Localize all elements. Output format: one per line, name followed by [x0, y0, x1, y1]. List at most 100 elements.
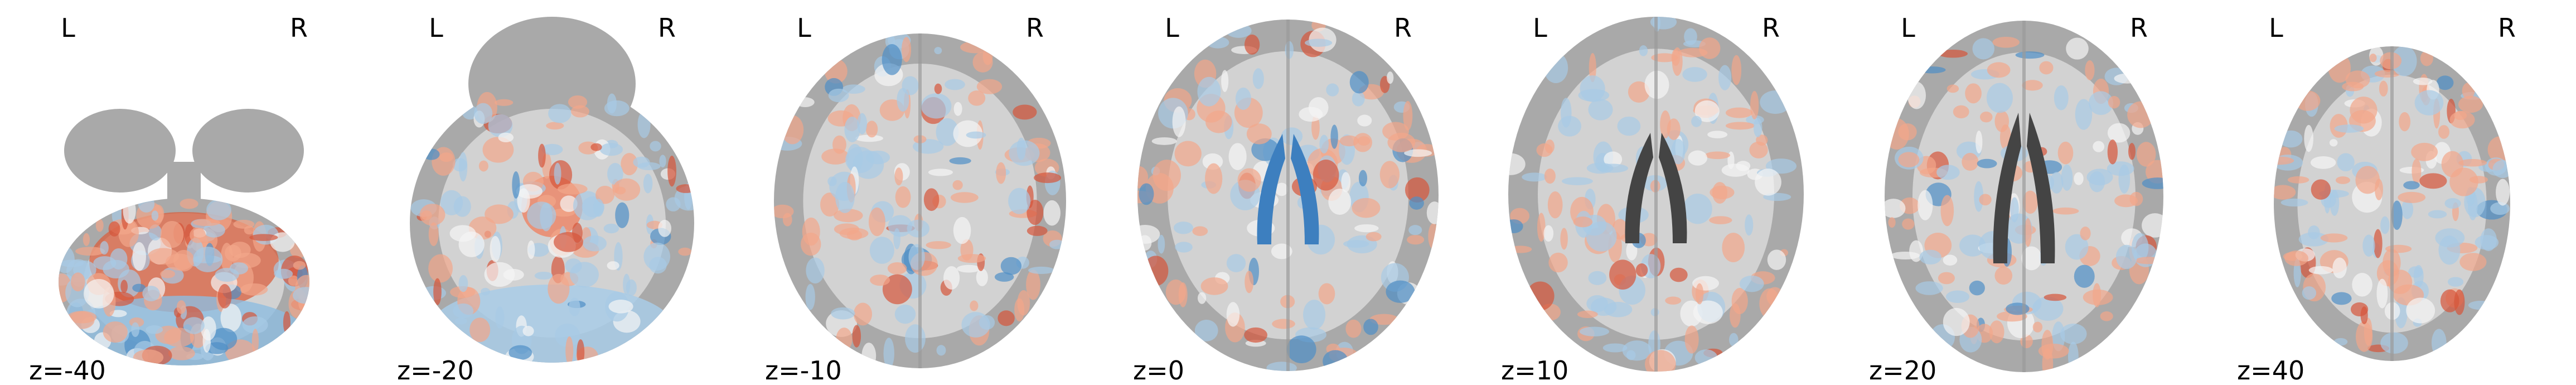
- slice-label: z=20: [1869, 355, 1936, 385]
- overlay-blob: [1328, 189, 1352, 215]
- overlay-blob: [2107, 139, 2118, 165]
- overlay-blob: [498, 132, 514, 143]
- overlay-blob: [2458, 95, 2483, 113]
- overlay-blob: [972, 52, 993, 73]
- overlay-blob: [2403, 181, 2420, 190]
- overlay-blob: [2391, 200, 2403, 230]
- overlay-blob: [1907, 81, 1926, 109]
- overlay-blob: [2414, 90, 2444, 116]
- overlay-blob: [2085, 60, 2095, 80]
- overlay-blob: [220, 243, 233, 272]
- overlay-blob: [1986, 83, 2013, 113]
- overlay-blob: [1548, 252, 1568, 273]
- overlay-blob: [1407, 235, 1425, 245]
- overlay-blob: [527, 240, 535, 259]
- overlay-blob: [1609, 259, 1636, 290]
- overlay-blob: [2444, 198, 2461, 209]
- overlay-blob: [2280, 198, 2308, 207]
- overlay-blob: [2052, 207, 2079, 215]
- overlay-blob: [831, 307, 855, 320]
- overlay-blob: [2398, 191, 2426, 203]
- overlay-blob: [608, 300, 633, 314]
- overlay-blob: [481, 287, 490, 296]
- overlay-blob: [2308, 225, 2320, 239]
- overlay-blob: [2453, 110, 2467, 121]
- overlay-blob: [1888, 217, 1896, 228]
- overlay-blob: [1725, 107, 1753, 118]
- overlay-blob: [1178, 282, 1188, 307]
- overlay-blob: [637, 110, 651, 138]
- overlay-blob: [2490, 202, 2510, 215]
- overlay-blob: [2369, 54, 2377, 62]
- overlay-blob: [1560, 228, 1568, 250]
- overlay-blob: [522, 325, 534, 336]
- overlay-blob: [1404, 149, 1432, 157]
- overlay-blob: [1977, 158, 1997, 169]
- overlay-blob: [2380, 216, 2390, 234]
- overlay-blob: [842, 84, 865, 94]
- overlay-blob: [1691, 116, 1702, 127]
- left-label: L: [797, 13, 811, 43]
- overlay-blob: [1379, 161, 1400, 189]
- overlay-blob: [1352, 198, 1381, 218]
- overlay-blob: [590, 143, 602, 151]
- overlay-blob: [976, 79, 1003, 94]
- overlay-blob: [2379, 80, 2388, 97]
- ventricle: [1257, 134, 1285, 244]
- overlay-blob: [202, 329, 211, 353]
- right-label: R: [290, 13, 308, 43]
- overlay-blob: [1153, 160, 1181, 191]
- overlay-blob: [1694, 349, 1718, 366]
- overlay-blob: [1158, 234, 1165, 254]
- overlay-blob: [970, 300, 979, 311]
- midline: [1654, 17, 1658, 372]
- overlay-blob: [1943, 307, 1970, 336]
- overlay-blob: [1975, 131, 1983, 154]
- overlay-blob: [650, 141, 661, 152]
- overlay-blob: [1684, 325, 1699, 354]
- overlay-blob: [774, 204, 794, 219]
- overlay-blob: [1590, 297, 1617, 316]
- overlay-blob: [1244, 327, 1267, 343]
- overlay-blob: [1969, 280, 1985, 296]
- overlay-blob: [996, 162, 1006, 184]
- overlay-blob: [667, 156, 676, 187]
- brain-slice: [1508, 17, 1804, 372]
- overlay-blob: [554, 162, 561, 185]
- overlay-blob: [1938, 272, 1955, 285]
- overlay-blob: [132, 242, 146, 271]
- overlay-blob: [1987, 62, 2011, 78]
- left-label: L: [429, 13, 443, 43]
- overlay-blob: [2032, 321, 2043, 333]
- overlay-blob: [2298, 232, 2329, 247]
- overlay-blob: [1560, 98, 1572, 128]
- overlay-blob: [908, 244, 925, 270]
- overlay-blob: [1386, 280, 1415, 303]
- overlay-blob: [781, 115, 804, 145]
- overlay-blob: [1173, 222, 1193, 234]
- overlay-blob: [192, 219, 220, 227]
- overlay-blob: [1946, 84, 1959, 93]
- overlay-blob: [1699, 37, 1721, 59]
- overlay-blob: [607, 261, 619, 270]
- ventricle: [1291, 134, 1319, 244]
- overlay-blob: [1275, 182, 1289, 196]
- overlay-blob: [67, 311, 97, 324]
- overlay-blob: [828, 88, 849, 103]
- overlay-blob: [538, 143, 546, 168]
- overlay-blob: [555, 323, 580, 348]
- overlay-blob: [1366, 232, 1382, 242]
- overlay-blob: [1962, 153, 1979, 171]
- overlay-blob: [844, 117, 860, 142]
- overlay-blob: [160, 270, 176, 278]
- overlay-blob: [1205, 110, 1232, 133]
- overlay-blob: [2304, 124, 2313, 152]
- overlay-blob: [2042, 348, 2054, 372]
- overlay-blob: [1602, 343, 1628, 353]
- overlay-blob: [882, 274, 912, 305]
- overlay-blob: [495, 306, 505, 329]
- overlay-blob: [1669, 267, 1688, 282]
- overlay-blob: [1522, 172, 1547, 182]
- overlay-blob: [2044, 293, 2067, 301]
- overlay-blob: [1151, 137, 1177, 145]
